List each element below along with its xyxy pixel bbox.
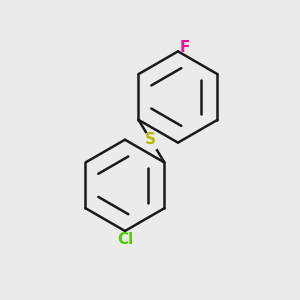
Text: F: F	[179, 40, 190, 55]
Circle shape	[142, 132, 160, 150]
Text: Cl: Cl	[117, 232, 133, 247]
Text: S: S	[145, 132, 155, 147]
